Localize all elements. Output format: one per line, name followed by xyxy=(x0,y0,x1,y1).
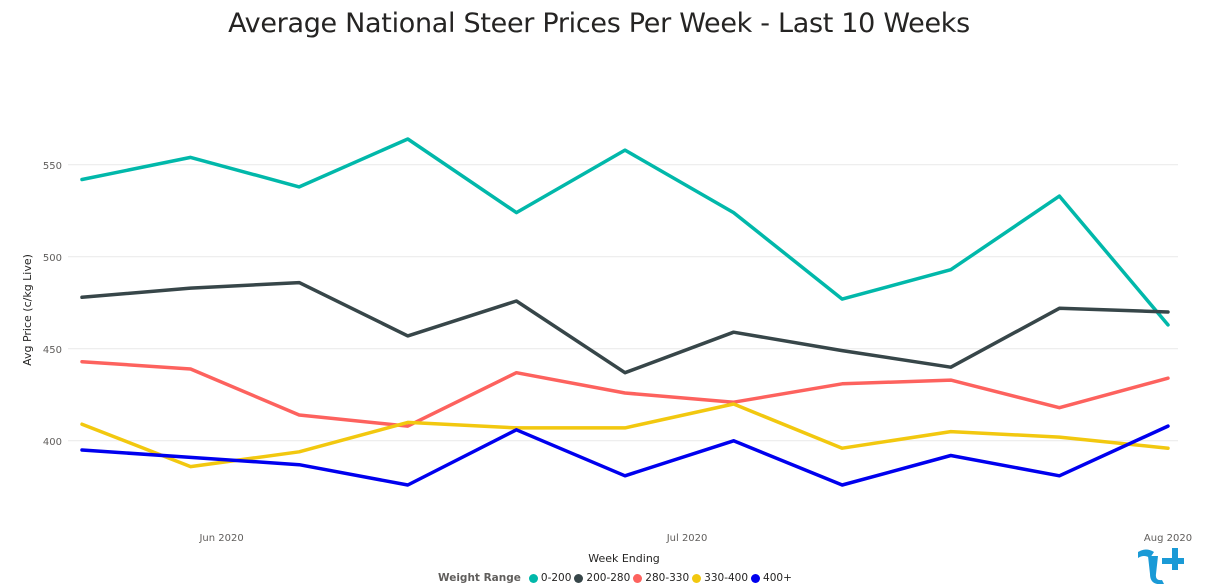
legend-item-330-400[interactable]: 330-400 xyxy=(692,572,748,584)
x-axis-title: Week Ending xyxy=(588,552,660,565)
series-lines xyxy=(80,137,1170,487)
gridlines xyxy=(68,164,1178,442)
y-tick-label: 450 xyxy=(43,345,62,356)
legend: Weight Range 0-200 200-280 280-330 330-400 4… xyxy=(438,571,795,585)
series-line-0-200 xyxy=(80,137,1170,327)
legend-label: 400+ xyxy=(763,572,792,584)
legend-marker xyxy=(574,573,584,583)
y-tick-label: 400 xyxy=(43,437,62,448)
x-tick-label: Aug 2020 xyxy=(1144,533,1192,544)
legend-label: 0-200 xyxy=(540,572,572,584)
series-line-400+ xyxy=(80,424,1170,487)
y-tick-label: 550 xyxy=(43,161,62,172)
x-tick-label: Jul 2020 xyxy=(666,533,708,544)
legend-items: 0-200 200-280 280-330 330-400 400+ xyxy=(528,572,795,584)
legend-label: 200-280 xyxy=(586,572,631,584)
brand-logo xyxy=(1138,548,1184,584)
chart-title: Average National Steer Prices Per Week -… xyxy=(228,8,970,39)
y-axis-ticks: 400 450 500 550 xyxy=(43,161,62,448)
legend-item-200-280[interactable]: 200-280 xyxy=(574,572,630,584)
legend-marker xyxy=(528,573,538,583)
series-line-330-400 xyxy=(80,402,1170,469)
legend-marker xyxy=(633,573,643,583)
y-tick-label: 500 xyxy=(43,253,62,264)
legend-marker xyxy=(751,573,761,583)
x-tick-label: Jun 2020 xyxy=(198,533,243,544)
series-line-280-330 xyxy=(80,359,1170,428)
legend-item-280-330[interactable]: 280-330 xyxy=(633,572,689,584)
legend-label: 330-400 xyxy=(704,572,749,584)
x-axis-ticks: Jun 2020 Jul 2020 Aug 2020 xyxy=(198,533,1192,544)
legend-title: Weight Range xyxy=(438,572,521,584)
y-axis-title: Avg Price (c/kg Live) xyxy=(21,254,34,366)
legend-label: 280-330 xyxy=(645,572,690,584)
legend-item-400+[interactable]: 400+ xyxy=(751,572,792,584)
legend-item-0-200[interactable]: 0-200 xyxy=(528,572,572,584)
series-line-200-280 xyxy=(80,280,1170,375)
legend-marker xyxy=(692,573,702,583)
